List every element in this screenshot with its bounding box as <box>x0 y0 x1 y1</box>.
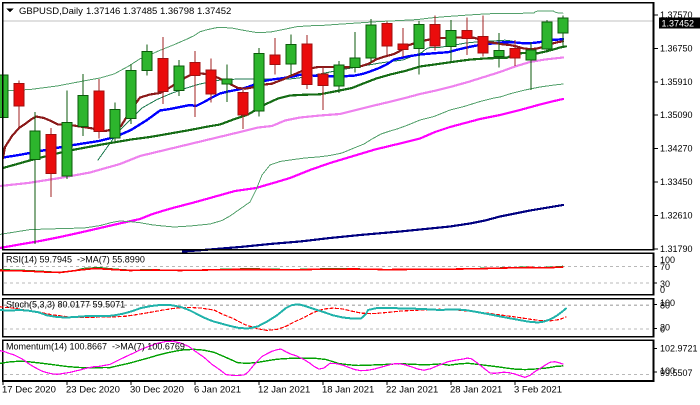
svg-text:18 Jan 2021: 18 Jan 2021 <box>322 384 374 395</box>
svg-text:1.34270: 1.34270 <box>660 144 693 154</box>
svg-text:100: 100 <box>660 366 675 376</box>
svg-text:1.37452: 1.37452 <box>662 18 695 28</box>
svg-text:17 Dec 2020: 17 Dec 2020 <box>2 384 56 395</box>
svg-text:30: 30 <box>660 279 670 289</box>
svg-text:0: 0 <box>660 285 665 295</box>
svg-text:3 Feb 2021: 3 Feb 2021 <box>514 384 562 395</box>
svg-text:Momentum(14) 100.8667 ->MA(7): Momentum(14) 100.8667 ->MA(7) 100.6769 <box>6 342 185 352</box>
svg-text:1.36750: 1.36750 <box>660 44 693 54</box>
svg-text:28 Jan 2021: 28 Jan 2021 <box>450 384 502 395</box>
svg-text:80: 80 <box>660 301 670 311</box>
svg-text:102.9721: 102.9721 <box>660 344 698 354</box>
svg-text:1.35090: 1.35090 <box>660 110 693 120</box>
svg-text:Stoch(5,3,3) 80.0177 59.5071: Stoch(5,3,3) 80.0177 59.5071 <box>6 300 125 310</box>
svg-text:99.5507: 99.5507 <box>660 368 693 378</box>
svg-text:1.32610: 1.32610 <box>660 211 693 221</box>
svg-text:RSI(14) 59.7945 ->MA(7) 55.89: RSI(14) 59.7945 ->MA(7) 55.8990 <box>6 255 145 265</box>
svg-text:100: 100 <box>660 298 675 308</box>
svg-text:1.31790: 1.31790 <box>660 244 693 254</box>
svg-text:0: 0 <box>660 325 665 335</box>
svg-text:30 Dec 2020: 30 Dec 2020 <box>130 384 184 395</box>
svg-text:20: 20 <box>660 323 670 333</box>
svg-text:1.33450: 1.33450 <box>660 177 693 187</box>
svg-text:GBPUSD,Daily: GBPUSD,Daily <box>19 6 83 17</box>
svg-text:70: 70 <box>660 262 670 272</box>
svg-text:1.35910: 1.35910 <box>660 77 693 87</box>
svg-text:12 Jan 2021: 12 Jan 2021 <box>258 384 310 395</box>
svg-text:23 Dec 2020: 23 Dec 2020 <box>66 384 120 395</box>
svg-text:22 Jan 2021: 22 Jan 2021 <box>386 384 438 395</box>
svg-text:100: 100 <box>660 255 675 265</box>
svg-text:1.37146 1.37485 1.36798 1.3745: 1.37146 1.37485 1.36798 1.37452 <box>86 6 231 17</box>
svg-text:6 Jan 2021: 6 Jan 2021 <box>194 384 241 395</box>
svg-text:1.37570: 1.37570 <box>660 10 693 20</box>
